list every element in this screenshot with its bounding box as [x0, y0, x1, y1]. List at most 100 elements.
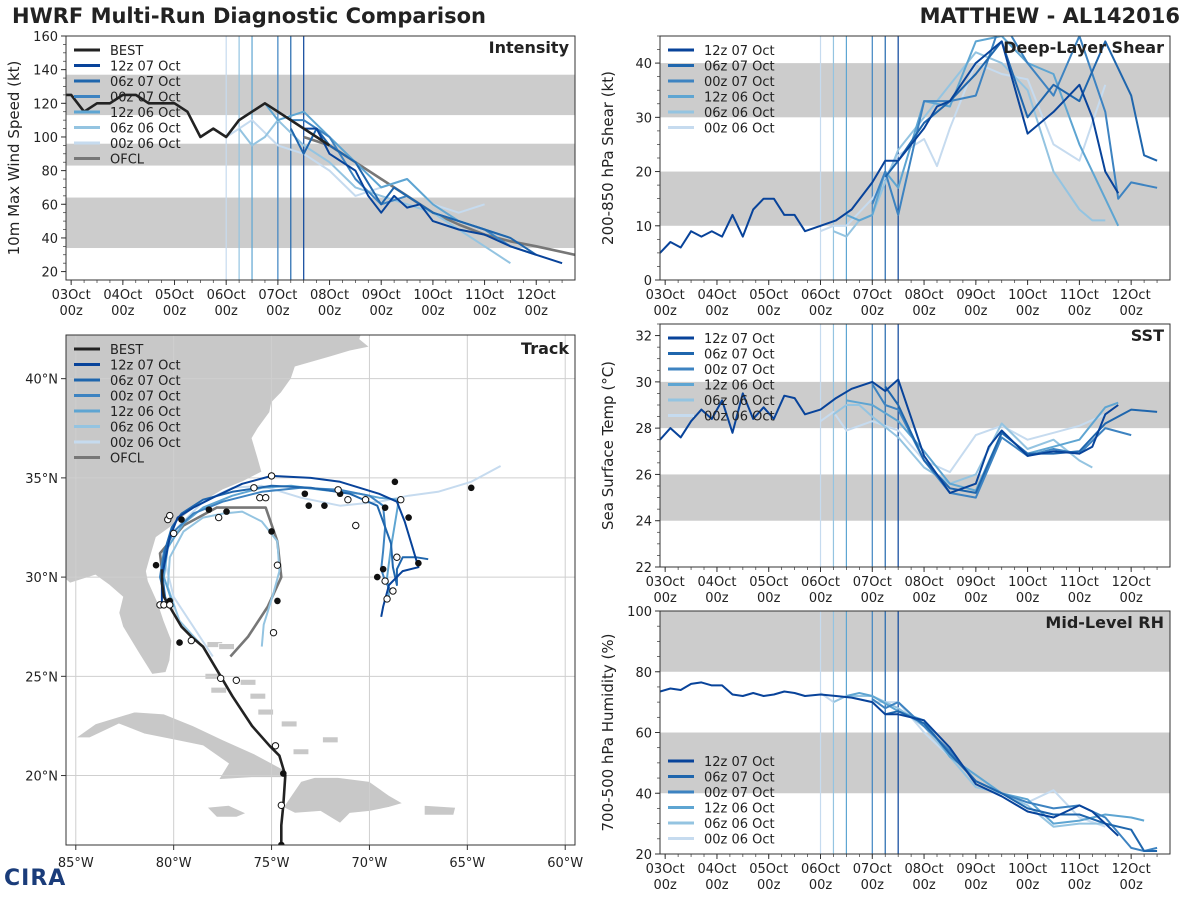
land-cuba [74, 711, 288, 780]
legend-label: 12z 07 Oct [704, 755, 775, 770]
x-tick-label: 00z [912, 878, 936, 893]
x-tick-label: 75°W [254, 856, 290, 871]
track-marker-open [216, 674, 225, 683]
threshold-band [660, 171, 1170, 226]
panel-track: 85°W 80°W 75°W 70°W 65°W 60°W 20°N 25°N 30°N 35°N… [25, 334, 583, 871]
threshold-band [66, 74, 575, 116]
legend-label: 00z 07 Oct [704, 786, 775, 801]
track-line-00z-06-oct [162, 465, 502, 658]
track-marker-filled [268, 528, 275, 535]
track-marker-open [271, 742, 280, 750]
legend-label: 06z 06 Oct [110, 421, 181, 436]
y-tick-label: 22 [635, 561, 652, 576]
x-tick-label: 06Oct [801, 862, 840, 877]
y-tick-label: 10 [635, 220, 652, 235]
y-axis-label: 200-850 hPa Shear (kt) [599, 71, 617, 245]
x-tick-label: 60°W [547, 856, 583, 871]
track-marker-open [397, 496, 405, 504]
y-tick-label: 0 [644, 274, 652, 289]
y-tick-label: 40 [635, 57, 652, 72]
x-tick-label: 05Oct [749, 288, 788, 303]
x-tick-label: 05Oct [749, 862, 788, 877]
land-island [210, 686, 227, 694]
track-marker-open [381, 577, 389, 585]
x-tick-label: 05Oct [155, 288, 194, 303]
x-tick-label: 00z [266, 304, 290, 319]
track-marker-filled [381, 504, 389, 511]
legend-label: 06z 07 Oct [110, 75, 181, 90]
land-island [249, 692, 267, 700]
legend-label: 06z 06 Oct [704, 394, 775, 409]
land-island [292, 748, 310, 756]
track-marker-open [334, 486, 342, 494]
series-line-12z-07-oct [660, 378, 1119, 494]
x-tick-label: 00z [59, 304, 83, 319]
x-tick-label: 08Oct [905, 575, 944, 590]
legend-label: 00z 06 Oct [110, 436, 181, 451]
series-line-12z-06-oct [846, 36, 1120, 227]
y-tick-label: 20 [635, 848, 652, 863]
track-marker-filled [321, 502, 328, 509]
y-tick-label: 60 [635, 727, 652, 742]
track-marker-filled [301, 490, 309, 498]
legend-label: 12z 06 Oct [110, 106, 181, 121]
x-tick-label: 00z [809, 878, 833, 893]
x-tick-label: 00z [1016, 878, 1040, 893]
threshold-band [66, 197, 575, 249]
track-marker-open [166, 601, 174, 609]
x-tick-label: 07Oct [853, 288, 892, 303]
x-tick-label: 07Oct [853, 862, 892, 877]
legend-label: 00z 07 Oct [704, 363, 775, 378]
series-group [66, 93, 575, 265]
legend-label: 00z 06 Oct [110, 137, 181, 152]
x-tick-label: 08Oct [905, 862, 944, 877]
panel-title: Intensity [489, 38, 570, 57]
panel-mid-level-rh: 2040608010003Oct00z04Oct00z05Oct00z06Oct… [599, 605, 1171, 893]
track-marker-filled [415, 559, 422, 567]
track-marker-open [389, 587, 397, 595]
land-island [322, 736, 339, 744]
track-marker-filled [405, 514, 412, 521]
x-tick-label: 00z [653, 878, 677, 893]
x-tick-label: 00z [861, 304, 885, 319]
plot-frame [65, 35, 576, 281]
x-tick-label: 12Oct [1112, 862, 1151, 877]
y-tick-label: 28 [635, 422, 652, 437]
track-marker-open [166, 511, 174, 520]
legend-label: BEST [110, 44, 143, 59]
track-marker-filled [176, 639, 183, 646]
x-tick-label: 09Oct [956, 862, 995, 877]
x-tick-label: 65°W [449, 856, 485, 871]
track-marker-filled [278, 841, 285, 845]
land-island [218, 643, 235, 650]
track-marker-filled [223, 508, 230, 515]
series-group [660, 681, 1158, 852]
y-axis-label: 10m Max Wind Speed (kt) [5, 61, 23, 256]
legend-label: 12z 06 Oct [110, 405, 181, 420]
series-line-12z-07-oct [303, 127, 563, 265]
x-tick-label: 11Oct [465, 288, 504, 303]
x-tick-label: 00z [1068, 304, 1092, 319]
series-line-06z-07-oct [884, 40, 1158, 178]
track-marker-open [187, 636, 195, 645]
x-tick-label: 00z [653, 591, 677, 606]
x-tick-label: 00z [912, 304, 936, 319]
track-marker-open [344, 496, 352, 504]
track-marker-open [383, 595, 391, 603]
x-tick-label: 00z [964, 591, 988, 606]
y-tick-label: 35°N [25, 472, 58, 487]
plot-frame [659, 323, 1171, 568]
y-axis-label: Sea Surface Temp (°C) [599, 361, 617, 530]
y-tick-label: 20 [41, 266, 58, 281]
track-marker-open [393, 553, 401, 561]
panel-title: SST [1131, 326, 1164, 345]
map-layer [66, 335, 575, 845]
legend-label: 12z 06 Oct [704, 91, 775, 106]
land-island [239, 678, 257, 686]
y-tick-label: 60 [41, 198, 58, 213]
legend-label: 12z 07 Oct [704, 44, 775, 59]
series-line-00z-07-oct [871, 36, 1158, 216]
y-tick-label: 30 [635, 376, 652, 391]
x-tick-label: 10Oct [1008, 575, 1047, 590]
y-tick-label: 140 [33, 64, 58, 79]
